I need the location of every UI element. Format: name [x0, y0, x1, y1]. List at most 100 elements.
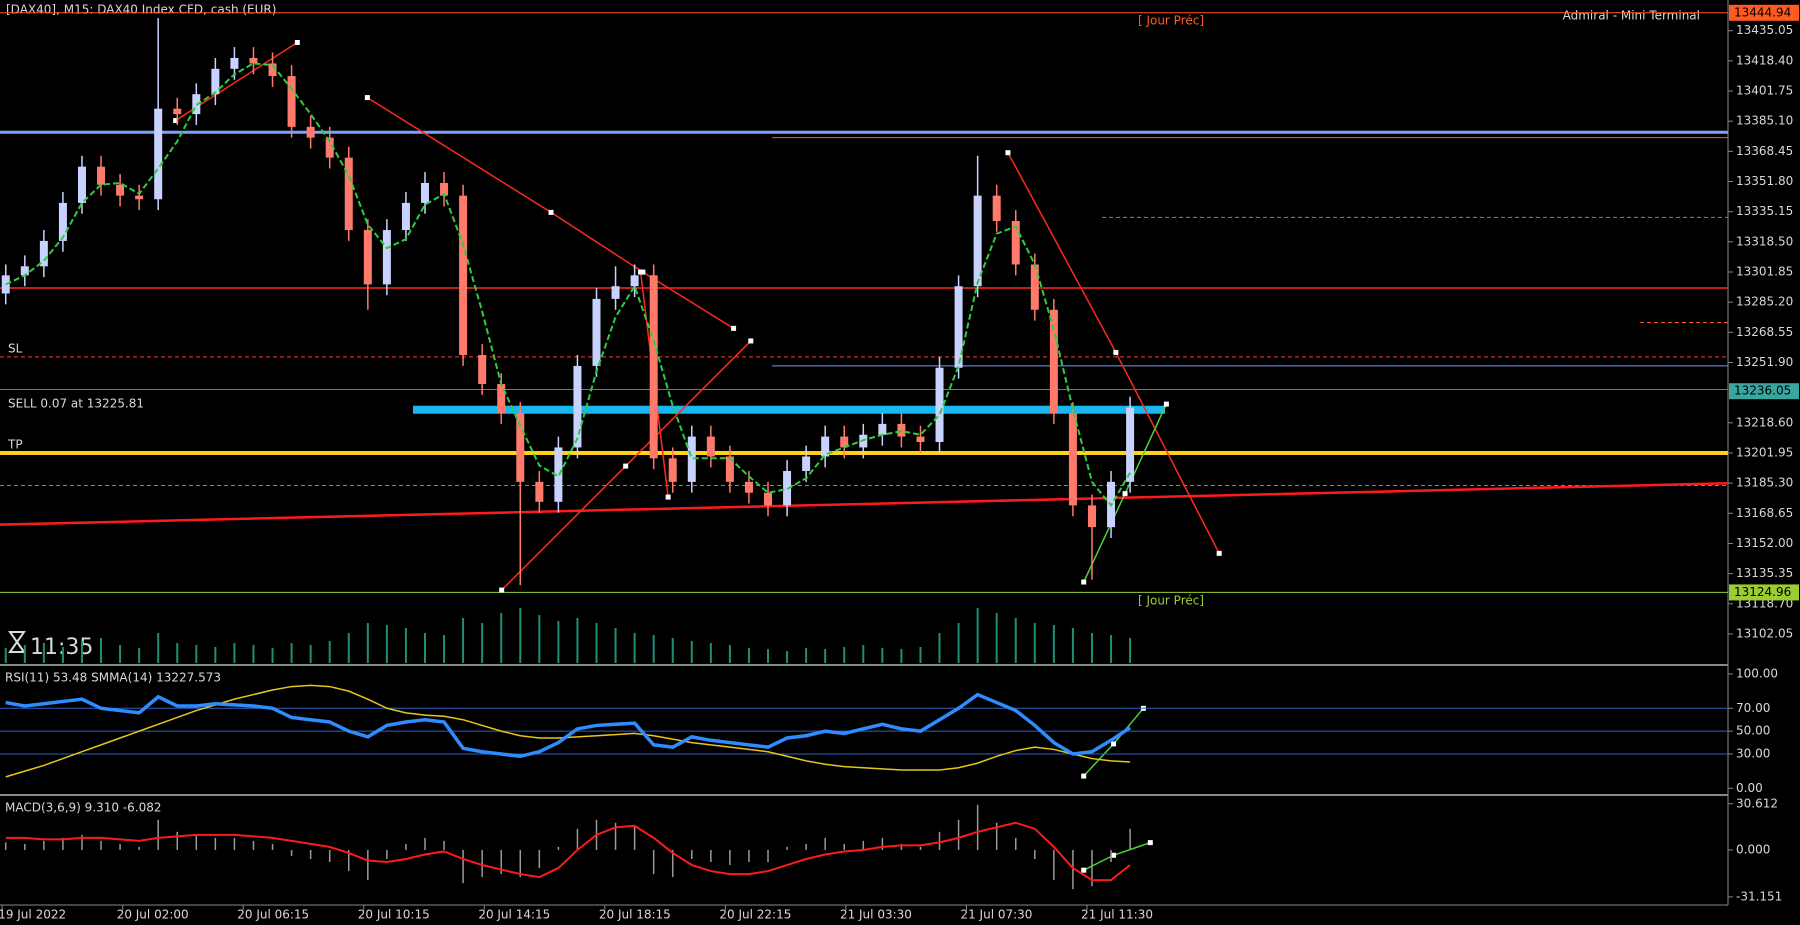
macd-label: MACD(3,6,9) 9.310 -6.082	[5, 801, 162, 815]
time-label: 20 Jul 10:15	[358, 908, 430, 922]
candle-body	[287, 76, 296, 127]
jour-prec-low: [ Jour Préc]	[1138, 594, 1204, 608]
candle-body	[706, 436, 715, 457]
candle-body	[363, 230, 372, 285]
volume-bar	[881, 648, 884, 663]
anchor-point	[638, 269, 644, 275]
volume-bar	[538, 615, 541, 663]
volume-bar	[614, 628, 617, 663]
anchor-point	[748, 338, 754, 344]
timer: 11:35	[30, 635, 93, 660]
candle-body	[897, 423, 906, 437]
volume-bar	[1090, 633, 1093, 663]
candle-body	[840, 436, 849, 448]
volume-bar	[576, 618, 579, 663]
jour-prec-high: [ Jour Préc]	[1138, 14, 1204, 28]
volume-bar	[271, 648, 274, 663]
price-box	[1729, 584, 1799, 601]
volume-bar	[61, 647, 64, 663]
anchor-point	[499, 587, 505, 593]
anchor-point	[1081, 867, 1087, 873]
price-tick-label: 13318.50	[1736, 234, 1793, 248]
time-label: 21 Jul 11:30	[1081, 908, 1153, 922]
candle-body	[497, 384, 506, 414]
volume-bar	[862, 645, 865, 663]
candle-body	[382, 230, 391, 285]
candle-body	[668, 458, 677, 482]
volume-bar	[500, 613, 503, 663]
volume-bar	[157, 633, 160, 663]
volume-bar	[214, 647, 217, 663]
candle-body	[725, 456, 734, 482]
volume-bar	[23, 645, 26, 663]
volume-bar	[633, 633, 636, 663]
volume-bar	[119, 645, 122, 663]
anchor-point	[1163, 401, 1169, 407]
volume-bar	[195, 645, 198, 663]
volume-bar	[328, 641, 331, 663]
volume-bar	[728, 645, 731, 663]
candle-body	[821, 436, 830, 457]
volume-bar	[957, 623, 960, 663]
price-box	[1729, 4, 1799, 21]
time-label: 20 Jul 18:15	[599, 908, 671, 922]
candle-body	[77, 166, 86, 203]
volume-bar	[976, 608, 979, 663]
price-tick-label: 13301.85	[1736, 264, 1793, 278]
sell-label: SELL 0.07 at 13225.81	[8, 397, 144, 411]
moving-average	[5, 62, 1131, 508]
anchor-point	[623, 463, 629, 469]
volume-bar	[786, 651, 789, 663]
candle-body	[249, 57, 258, 64]
volume-bar	[747, 648, 750, 663]
volume-bar	[100, 638, 103, 663]
candle-body	[878, 423, 887, 435]
anchor-point	[1081, 579, 1087, 585]
time-label: 19 Jul 2022	[0, 908, 66, 922]
volume-bar	[80, 641, 83, 663]
time-label: 21 Jul 03:30	[840, 908, 912, 922]
volume-bar	[824, 649, 827, 663]
price-tick-label: 13251.90	[1736, 355, 1793, 369]
volume-bar	[1071, 628, 1074, 663]
anchor-point	[665, 494, 671, 500]
candle-body	[154, 108, 163, 200]
anchor-point	[548, 209, 554, 215]
candle-body	[459, 195, 468, 356]
anchor-point	[1122, 491, 1128, 497]
price-tick-label: 13268.55	[1736, 325, 1793, 339]
volume-bar	[309, 645, 312, 663]
candle-body	[802, 456, 811, 471]
volume-bar	[1052, 625, 1055, 663]
price-tick-label: 30.612	[1736, 796, 1778, 810]
price-tick-label: 13285.20	[1736, 295, 1793, 309]
candle-body	[1087, 505, 1096, 528]
anchor-point	[1216, 550, 1222, 556]
price-tick-label: 13218.60	[1736, 415, 1793, 429]
candle-body	[39, 240, 48, 267]
price-tick-label: 13135.35	[1736, 566, 1793, 580]
volume-bar	[995, 613, 998, 663]
volume-bar	[481, 623, 484, 663]
price-tick-label: 13185.30	[1736, 476, 1793, 490]
price-tick-label: 13201.95	[1736, 445, 1793, 459]
volume-bar	[290, 643, 293, 663]
price-tick-label: 13351.80	[1736, 174, 1793, 188]
price-box-label: 13236.05	[1734, 384, 1791, 398]
rsi-label: RSI(11) 53.48 SMMA(14) 13227.573	[5, 671, 221, 685]
price-tick-label: 13102.05	[1736, 626, 1793, 640]
candle-body	[516, 413, 525, 482]
candle-body	[630, 275, 639, 287]
candle-body	[344, 157, 353, 231]
trend-line	[366, 96, 734, 329]
time-label: 21 Jul 07:30	[960, 908, 1032, 922]
volume-bar	[1110, 635, 1113, 663]
price-tick-label: 0.00	[1736, 781, 1763, 795]
macd-signal	[5, 821, 1131, 882]
volume-bar	[519, 608, 522, 663]
price-tick-label: 50.00	[1736, 724, 1770, 738]
volume-bar	[805, 648, 808, 663]
